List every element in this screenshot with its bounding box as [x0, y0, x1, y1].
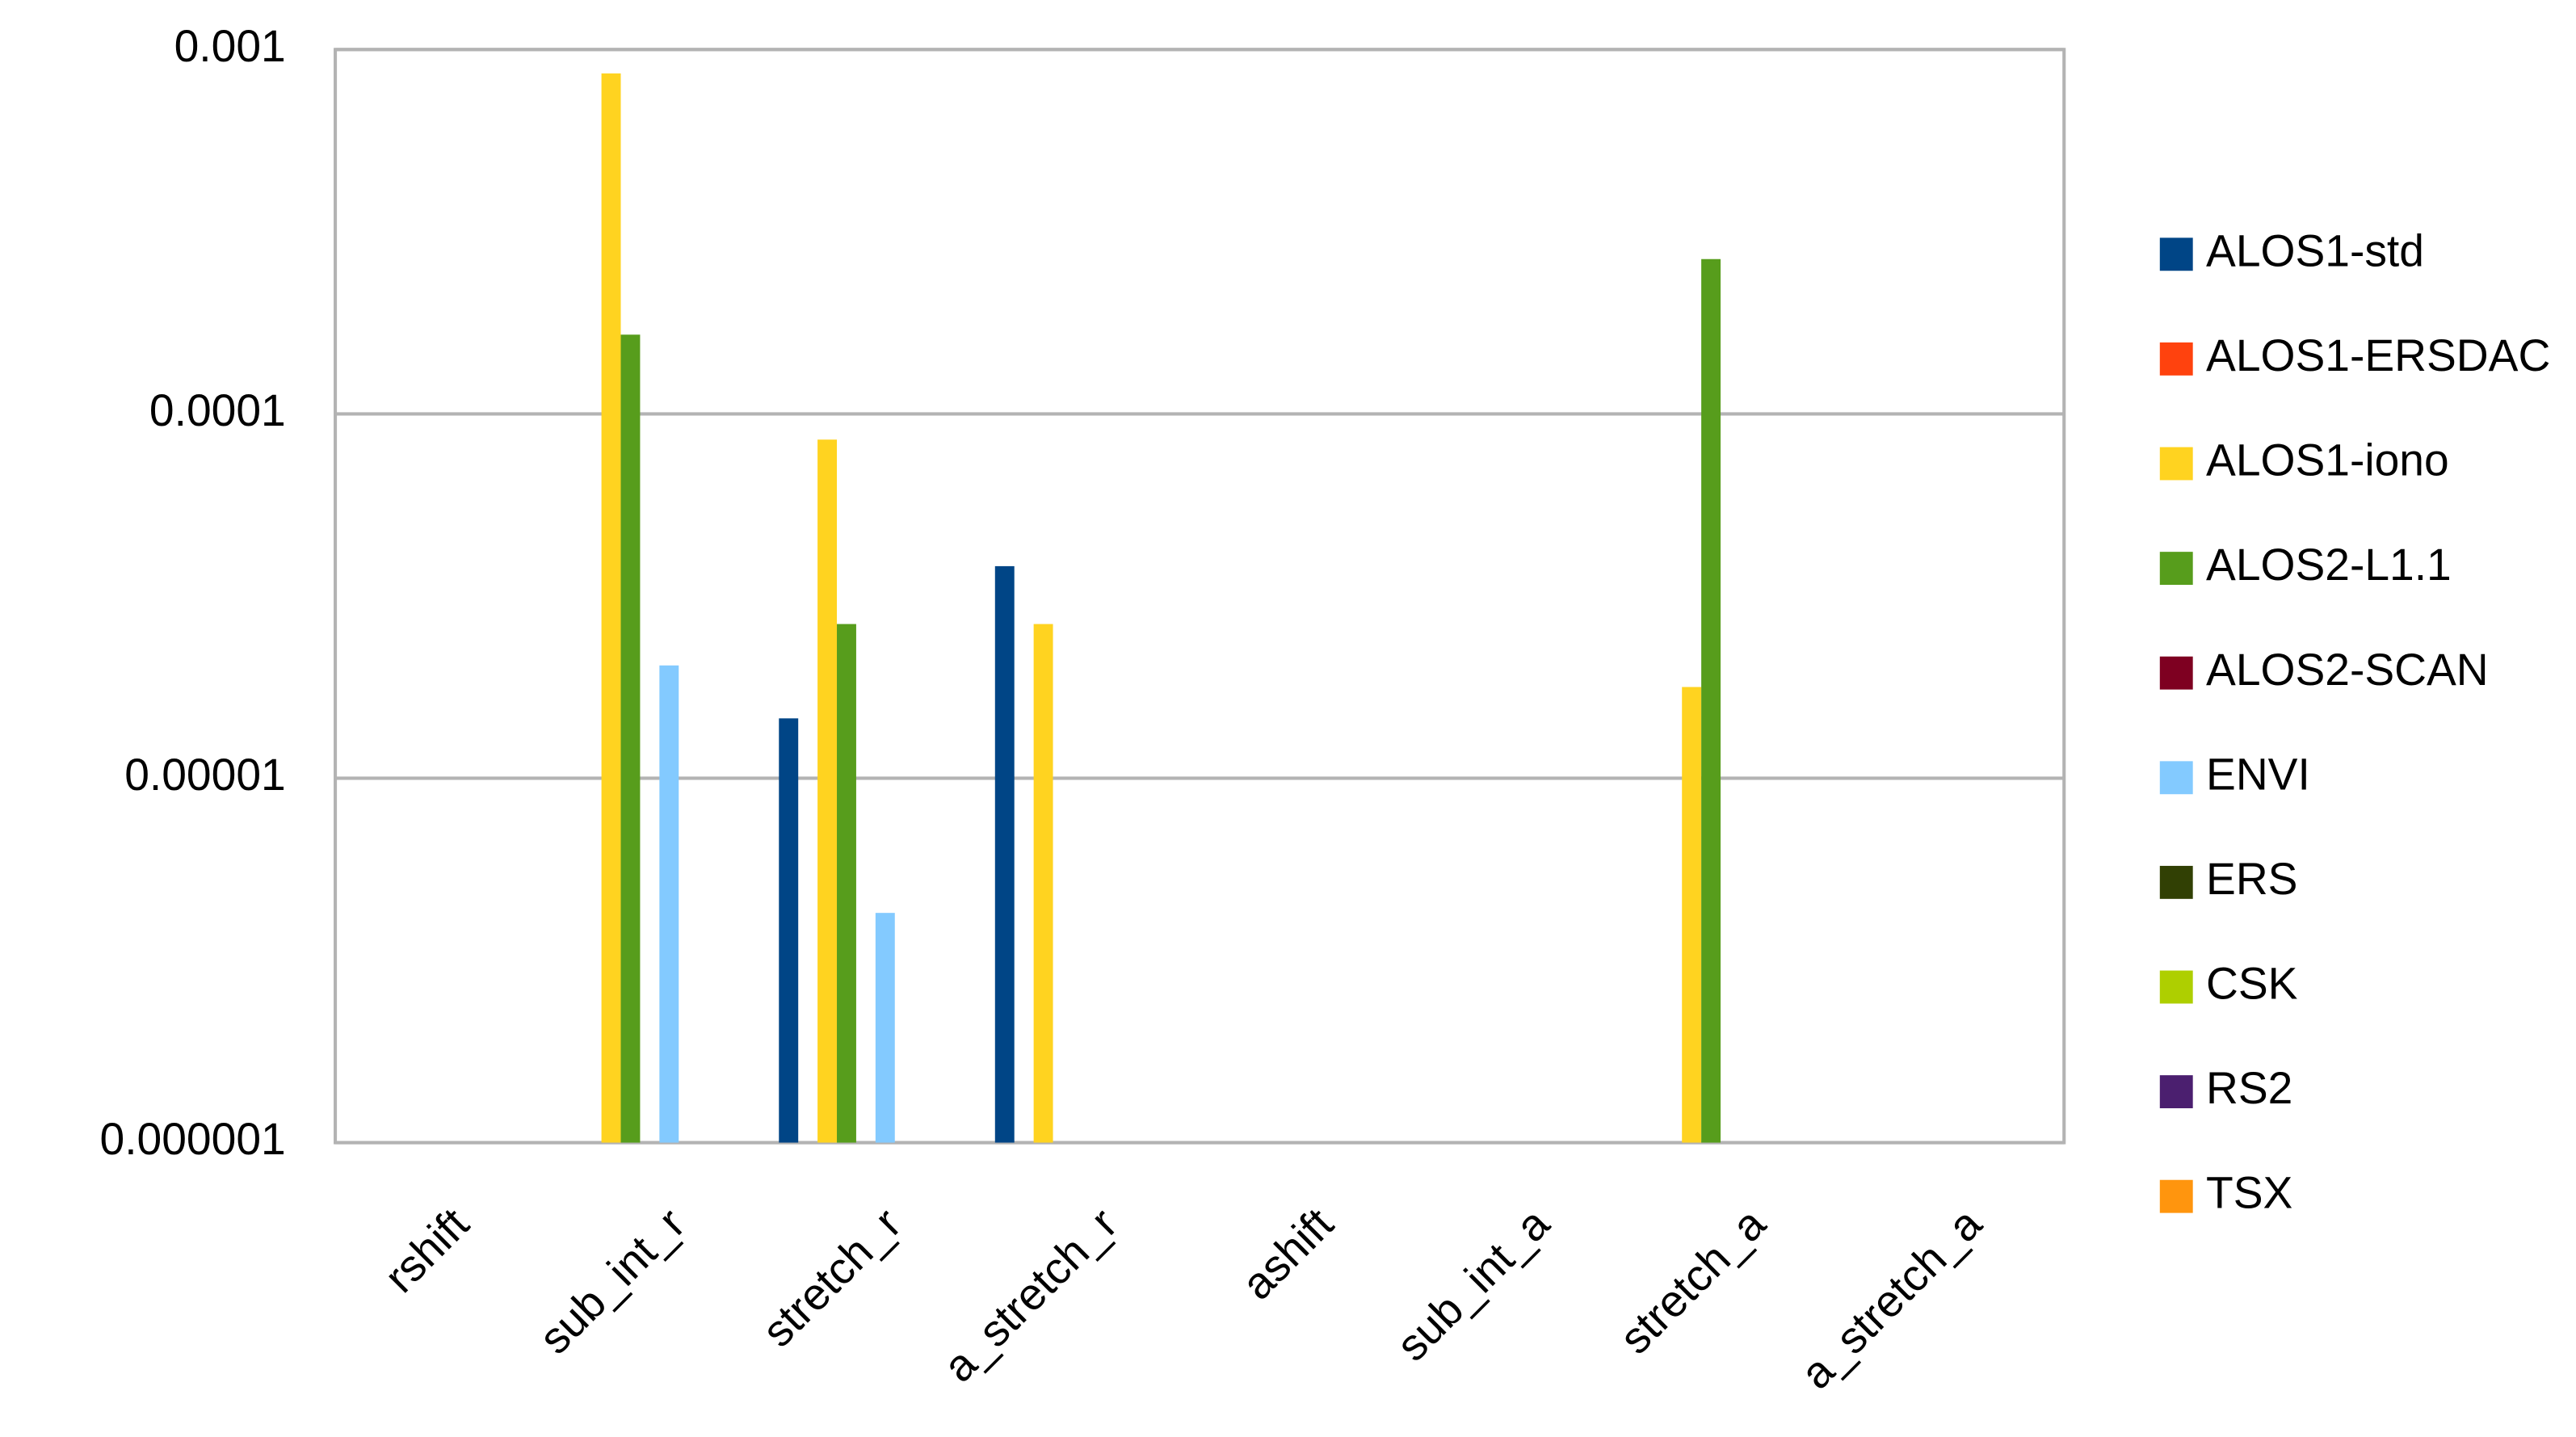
bar: [601, 73, 621, 1143]
legend-label: ALOS2-SCAN: [2206, 645, 2489, 695]
legend-label: ENVI: [2206, 749, 2310, 799]
legend-swatch: [2159, 865, 2193, 899]
y-tick-label: 0.00001: [124, 750, 286, 800]
legend-swatch: [2159, 761, 2193, 795]
legend-label: CSK: [2206, 959, 2298, 1009]
x-tick-label: a_stretch_r: [934, 1199, 1127, 1392]
bar: [620, 334, 641, 1143]
legend-label: ALOS2-L1.1: [2206, 540, 2452, 590]
legend-label: ALOS1-std: [2206, 225, 2424, 275]
bar: [875, 913, 895, 1143]
legend-swatch: [2159, 1179, 2193, 1213]
bar: [837, 624, 856, 1143]
bar: [779, 718, 799, 1143]
legend-swatch: [2159, 1075, 2193, 1109]
x-tick-label: stretch_r: [753, 1199, 911, 1357]
x-tick-label: sub_int_a: [1387, 1198, 1559, 1370]
bar: [1682, 687, 1702, 1143]
legend-label: ALOS1-iono: [2206, 435, 2449, 485]
bar: [817, 439, 838, 1143]
legend-label: ERS: [2206, 854, 2297, 904]
bar: [1033, 624, 1053, 1143]
bar: [659, 665, 679, 1143]
x-tick-label: rshift: [375, 1199, 478, 1302]
legend-swatch: [2159, 447, 2193, 481]
legend-swatch: [2159, 237, 2193, 271]
legend-swatch: [2159, 342, 2193, 376]
x-tick-label: stretch_a: [1610, 1198, 1775, 1363]
legend-label: RS2: [2206, 1063, 2292, 1113]
legend-label: ALOS1-ERSDAC: [2206, 330, 2550, 380]
legend-swatch: [2159, 656, 2193, 690]
legend-label: TSX: [2206, 1168, 2292, 1218]
x-tick-label: ashift: [1232, 1199, 1343, 1309]
y-tick-label: 0.000001: [100, 1114, 286, 1164]
x-tick-label: sub_int_r: [529, 1199, 694, 1363]
x-tick-label: a_stretch_a: [1791, 1198, 1991, 1398]
plot-frame: [333, 48, 2066, 1145]
legend-swatch: [2159, 970, 2193, 1004]
y-tick-label: 0.001: [174, 21, 286, 71]
y-tick-label: 0.0001: [149, 385, 286, 435]
bar: [1701, 258, 1721, 1143]
bar: [994, 565, 1015, 1143]
legend-swatch: [2159, 552, 2193, 586]
